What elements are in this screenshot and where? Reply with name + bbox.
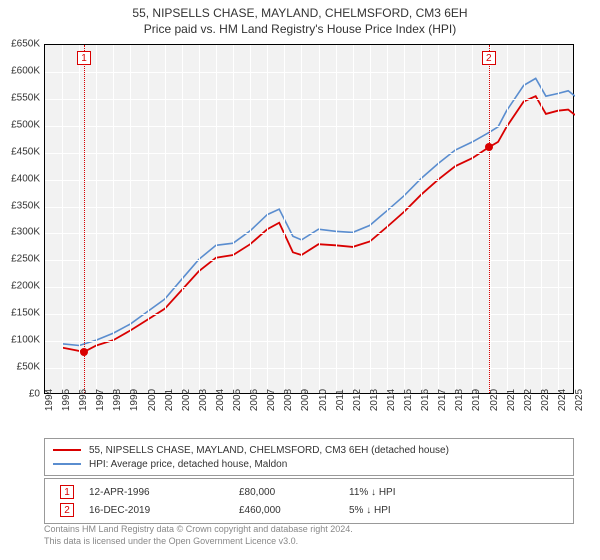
legend-swatch-price-paid: [53, 449, 81, 451]
marker-badge-2: 2: [60, 503, 74, 517]
legend-label-price-paid: 55, NIPSELLS CHASE, MAYLAND, CHELMSFORD,…: [89, 445, 449, 456]
marker-vline-1: [84, 45, 85, 393]
marker-flag-1: 1: [77, 51, 91, 65]
marker-date-2: 16-DEC-2019: [89, 505, 239, 516]
marker-row-1: 1 12-APR-1996 £80,000 11% ↓ HPI: [45, 483, 573, 501]
x-tick-label: 2017: [437, 389, 448, 411]
x-tick-label: 2020: [489, 389, 500, 411]
x-tick-label: 2004: [215, 389, 226, 411]
y-tick-label: £0: [2, 389, 40, 400]
x-tick-label: 2016: [420, 389, 431, 411]
y-tick-label: £500K: [2, 119, 40, 130]
y-tick-label: £50K: [2, 362, 40, 373]
chart-plot-area: 12: [44, 44, 574, 394]
marker-price-1: £80,000: [239, 487, 349, 498]
x-tick-label: 2008: [283, 389, 294, 411]
x-tick-label: 2024: [557, 389, 568, 411]
x-tick-label: 2023: [540, 389, 551, 411]
x-tick-label: 1996: [78, 389, 89, 411]
y-tick-label: £200K: [2, 281, 40, 292]
footer-line-1: Contains HM Land Registry data © Crown c…: [44, 524, 574, 536]
marker-dot-1: [80, 348, 88, 356]
y-tick-label: £100K: [2, 335, 40, 346]
x-tick-label: 2025: [574, 389, 585, 411]
x-tick-label: 2022: [523, 389, 534, 411]
marker-diff-2: 5% ↓ HPI: [349, 505, 489, 516]
legend-label-hpi: HPI: Average price, detached house, Mald…: [89, 459, 287, 470]
legend: 55, NIPSELLS CHASE, MAYLAND, CHELMSFORD,…: [44, 438, 574, 476]
y-tick-label: £250K: [2, 254, 40, 265]
x-tick-label: 2012: [352, 389, 363, 411]
x-tick-label: 2006: [249, 389, 260, 411]
marker-flag-2: 2: [482, 51, 496, 65]
chart-title: 55, NIPSELLS CHASE, MAYLAND, CHELMSFORD,…: [0, 0, 600, 36]
y-tick-label: £450K: [2, 146, 40, 157]
chart-svg: [45, 45, 575, 395]
x-tick-label: 2021: [506, 389, 517, 411]
y-tick-label: £550K: [2, 92, 40, 103]
marker-vline-2: [489, 45, 490, 393]
footer-attribution: Contains HM Land Registry data © Crown c…: [44, 524, 574, 547]
x-tick-label: 2001: [164, 389, 175, 411]
x-tick-label: 2000: [147, 389, 158, 411]
x-tick-label: 1995: [61, 389, 72, 411]
marker-price-2: £460,000: [239, 505, 349, 516]
x-tick-label: 2010: [318, 389, 329, 411]
marker-badge-1: 1: [60, 485, 74, 499]
marker-date-1: 12-APR-1996: [89, 487, 239, 498]
y-tick-label: £150K: [2, 308, 40, 319]
x-tick-label: 1998: [112, 389, 123, 411]
x-tick-label: 2019: [471, 389, 482, 411]
x-tick-label: 2015: [403, 389, 414, 411]
marker-row-2: 2 16-DEC-2019 £460,000 5% ↓ HPI: [45, 501, 573, 519]
x-tick-label: 2002: [181, 389, 192, 411]
x-tick-label: 1999: [129, 389, 140, 411]
footer-line-2: This data is licensed under the Open Gov…: [44, 536, 574, 548]
x-tick-label: 2009: [300, 389, 311, 411]
y-tick-label: £650K: [2, 39, 40, 50]
marker-table: 1 12-APR-1996 £80,000 11% ↓ HPI 2 16-DEC…: [44, 478, 574, 524]
y-tick-label: £300K: [2, 227, 40, 238]
title-line-2: Price paid vs. HM Land Registry's House …: [0, 22, 600, 36]
legend-item-hpi: HPI: Average price, detached house, Mald…: [53, 457, 565, 471]
legend-item-price-paid: 55, NIPSELLS CHASE, MAYLAND, CHELMSFORD,…: [53, 443, 565, 457]
x-tick-label: 2014: [386, 389, 397, 411]
y-tick-label: £600K: [2, 65, 40, 76]
y-tick-label: £400K: [2, 173, 40, 184]
x-tick-label: 2018: [454, 389, 465, 411]
y-tick-label: £350K: [2, 200, 40, 211]
x-tick-label: 2011: [335, 389, 346, 411]
marker-diff-1: 11% ↓ HPI: [349, 487, 489, 498]
x-tick-label: 2003: [198, 389, 209, 411]
x-tick-label: 2005: [232, 389, 243, 411]
marker-dot-2: [485, 143, 493, 151]
x-tick-label: 1994: [44, 389, 55, 411]
x-tick-label: 2007: [266, 389, 277, 411]
legend-swatch-hpi: [53, 463, 81, 465]
x-tick-label: 2013: [369, 389, 380, 411]
title-line-1: 55, NIPSELLS CHASE, MAYLAND, CHELMSFORD,…: [0, 6, 600, 20]
x-tick-label: 1997: [95, 389, 106, 411]
